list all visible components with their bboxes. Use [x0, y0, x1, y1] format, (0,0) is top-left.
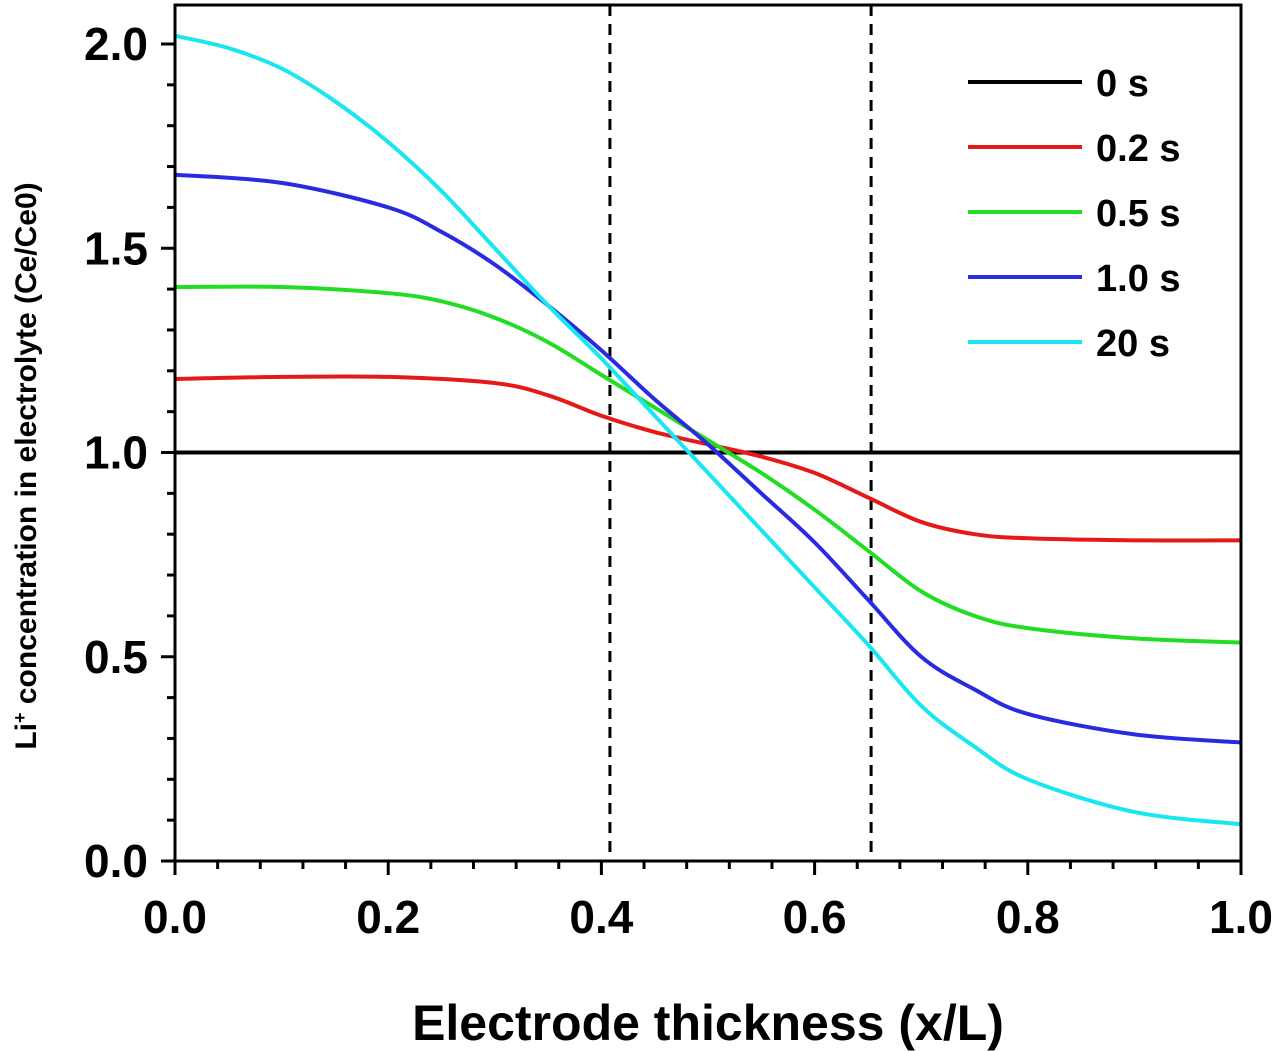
- x-tick-label: 1.0: [1209, 891, 1273, 943]
- x-tick-label: 0.4: [569, 891, 633, 943]
- reference-lines: [608, 5, 873, 861]
- legend: 0 s 0.2 s 0.5 s 1.0 s 20 s: [968, 63, 1181, 365]
- series-line-1: [175, 374, 1241, 543]
- x-axis-title: Electrode thickness (x/L): [412, 995, 1004, 1051]
- legend-label: 1.0 s: [1096, 258, 1181, 300]
- series-line-2: [175, 284, 1241, 645]
- series-line-3: [175, 172, 1241, 745]
- legend-label: 0.2 s: [1096, 128, 1181, 170]
- x-tick-label: 0.6: [783, 891, 847, 943]
- y-tick-label: 1.5: [84, 222, 148, 274]
- y-axis-title-superscript: +: [10, 712, 30, 723]
- series-line-4: [175, 33, 1241, 827]
- y-tick-label: 2.0: [84, 18, 148, 70]
- legend-label: 0 s: [1096, 63, 1149, 105]
- y-tick-label: 0.0: [84, 835, 148, 887]
- y-axis-title-main: Li: [10, 723, 43, 750]
- x-axis-ticks: 0.0 0.2 0.4 0.6 0.8 1.0: [143, 861, 1273, 943]
- y-axis-title-rest: concentration in electrolyte (Ce/Ce0): [10, 182, 43, 712]
- y-tick-label: 0.5: [84, 631, 148, 683]
- series-lines: [175, 33, 1241, 827]
- x-tick-label: 0.8: [996, 891, 1060, 943]
- x-tick-label: 0.2: [356, 891, 420, 943]
- y-tick-label: 1.0: [84, 427, 148, 479]
- legend-label: 20 s: [1096, 323, 1170, 365]
- legend-label: 0.5 s: [1096, 193, 1181, 235]
- plot-frame: [173, 3, 1243, 863]
- x-tick-label: 0.0: [143, 891, 207, 943]
- y-axis-title: Li+ concentration in electrolyte (Ce/Ce0…: [10, 182, 43, 749]
- y-axis-ticks: 0.0 0.5 1.0 1.5 2.0: [84, 18, 175, 887]
